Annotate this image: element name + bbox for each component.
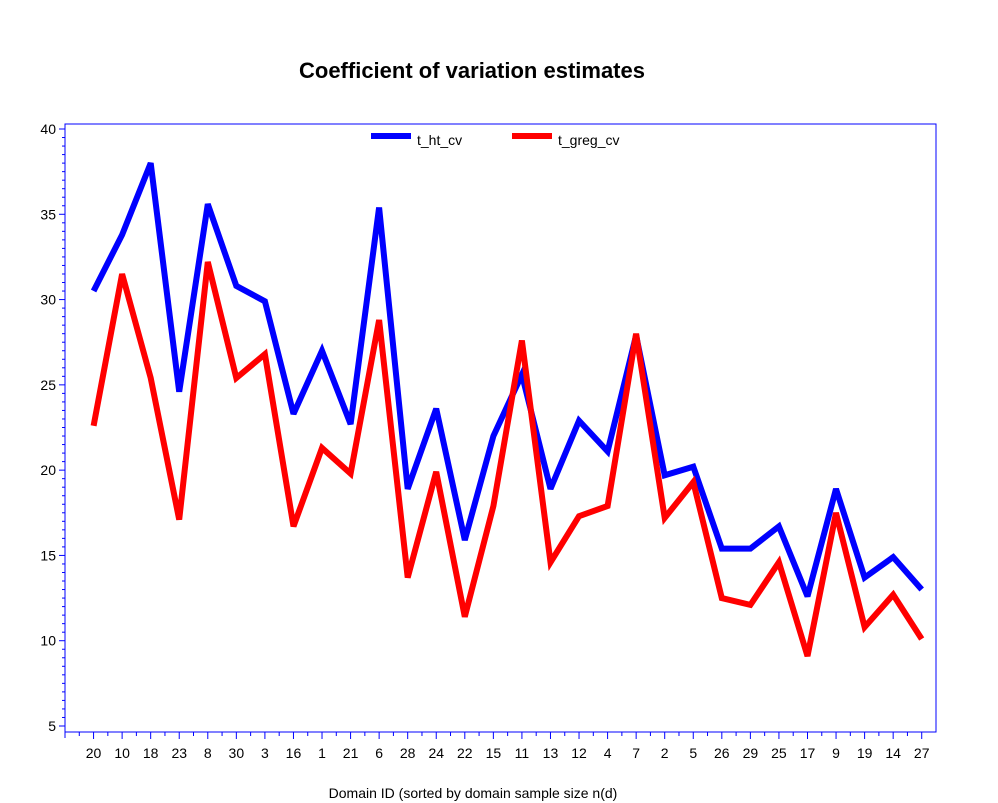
y-tick-label: 10 xyxy=(40,633,56,649)
x-tick-label: 14 xyxy=(885,745,901,761)
x-tick-label: 7 xyxy=(632,745,640,761)
y-tick-label: 40 xyxy=(40,121,56,137)
series-line-t_ht_cv xyxy=(90,161,924,598)
legend-label: t_greg_cv xyxy=(558,132,619,148)
x-tick-label: 20 xyxy=(86,745,102,761)
x-tick-label: 16 xyxy=(286,745,302,761)
x-tick-label: 30 xyxy=(229,745,245,761)
series-line-t_greg_cv xyxy=(90,261,925,657)
x-tick-label: 8 xyxy=(204,745,212,761)
y-axis: 5 10 15 20 25 30 35 40 xyxy=(40,121,65,734)
x-tick-label: 13 xyxy=(543,745,559,761)
x-tick-label: 19 xyxy=(857,745,873,761)
x-tick-label: 15 xyxy=(486,745,502,761)
x-axis: 20 10 18 23 8 30 3 16 1 21 6 28 24 22 15 11 13 12 4 7 2 5 26 29… xyxy=(64,732,930,761)
x-tick-label: 12 xyxy=(571,745,587,761)
series-layer xyxy=(90,161,925,657)
x-tick-label: 4 xyxy=(604,745,612,761)
x-tick-label: 10 xyxy=(114,745,130,761)
x-tick-label: 2 xyxy=(661,745,669,761)
x-tick-label: 5 xyxy=(689,745,697,761)
y-tick-label: 5 xyxy=(48,718,56,734)
x-tick-label: 23 xyxy=(171,745,187,761)
legend: t_ht_cv t_greg_cv xyxy=(371,132,619,148)
x-tick-label: 1 xyxy=(318,745,326,761)
y-tick-label: 35 xyxy=(40,206,56,222)
y-tick-label: 15 xyxy=(40,547,56,563)
x-tick-label: 22 xyxy=(457,745,473,761)
x-tick-label: 25 xyxy=(771,745,787,761)
x-tick-label: 27 xyxy=(914,745,930,761)
x-tick-label: 21 xyxy=(343,745,359,761)
x-tick-label: 18 xyxy=(143,745,159,761)
y-tick-label: 30 xyxy=(40,292,56,308)
x-tick-label: 28 xyxy=(400,745,416,761)
x-tick-label: 29 xyxy=(743,745,759,761)
y-tick-label: 25 xyxy=(40,377,56,393)
x-tick-label: 9 xyxy=(832,745,840,761)
x-axis-label: Domain ID (sorted by domain sample size … xyxy=(329,785,618,801)
x-tick-label: 11 xyxy=(515,745,530,761)
x-tick-label: 26 xyxy=(714,745,730,761)
x-tick-label: 3 xyxy=(261,745,269,761)
x-tick-label: 24 xyxy=(428,745,444,761)
legend-label: t_ht_cv xyxy=(417,132,462,148)
chart-title: Coefficient of variation estimates xyxy=(299,58,645,83)
x-tick-label: 17 xyxy=(800,745,816,761)
x-tick-label: 6 xyxy=(375,745,383,761)
y-tick-label: 20 xyxy=(40,462,56,478)
